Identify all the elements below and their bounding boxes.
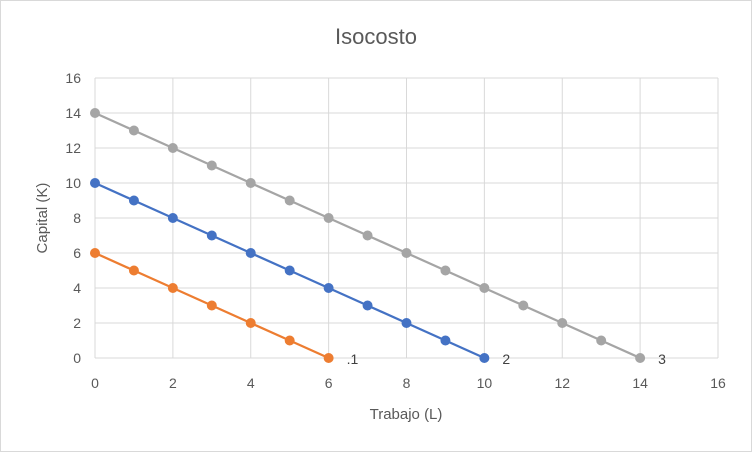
data-point (128, 195, 139, 206)
x-tick-label: 6 (325, 375, 333, 391)
data-point (557, 318, 568, 328)
data-point (284, 265, 295, 276)
data-point (206, 160, 217, 171)
gridlines (94, 77, 719, 359)
data-point (596, 335, 607, 346)
x-tick-label: 14 (632, 375, 648, 391)
y-tick-label: 6 (73, 245, 81, 261)
x-axis-title: Trabajo (L) (370, 406, 443, 423)
data-point (323, 213, 334, 223)
series-3 (90, 108, 646, 363)
x-tick-label: 10 (477, 375, 493, 391)
chart-title: Isocosto (335, 24, 417, 49)
data-point (362, 300, 373, 311)
y-tick-label: 8 (73, 210, 81, 226)
y-axis-title: Capital (K) (34, 183, 51, 254)
data-point (518, 300, 529, 311)
series-end-label: 2 (502, 351, 510, 367)
data-point (167, 283, 178, 293)
x-tick-label: 16 (710, 375, 726, 391)
y-tick-label: 4 (73, 280, 81, 296)
data-point (362, 230, 373, 241)
x-tick-label: 2 (169, 375, 177, 391)
y-tick-label: 2 (73, 315, 81, 331)
data-point (323, 353, 334, 363)
data-point (479, 283, 490, 293)
series-end-label: 3 (658, 351, 666, 367)
data-point (90, 108, 100, 118)
data-point (245, 178, 256, 188)
data-point (284, 195, 295, 206)
data-point (167, 143, 178, 153)
y-tick-label: 14 (65, 105, 81, 121)
data-point (167, 213, 178, 223)
data-point (128, 125, 139, 136)
data-point (245, 318, 256, 328)
series-end-label: .1 (347, 351, 359, 367)
data-point (206, 300, 217, 311)
data-point (635, 353, 646, 363)
series-1 (90, 248, 334, 363)
x-tick-label: 12 (554, 375, 570, 391)
series-end-labels: .1 2 3 (347, 351, 667, 367)
x-tick-label: 8 (403, 375, 411, 391)
data-point (206, 230, 217, 241)
tick-labels: 0 2 4 6 8 10 12 14 16 0 2 4 6 8 10 12 14 16 (65, 70, 726, 391)
data-point (284, 335, 295, 346)
data-point (440, 335, 451, 346)
data-point (245, 248, 256, 258)
data-point (323, 283, 334, 293)
y-tick-label: 12 (65, 140, 81, 156)
data-point (128, 265, 139, 276)
data-point (401, 248, 412, 258)
y-tick-label: 16 (65, 70, 81, 86)
series-group (90, 108, 646, 363)
data-point (90, 248, 100, 258)
data-point (479, 353, 490, 363)
data-point (401, 318, 412, 328)
x-tick-label: 4 (247, 375, 255, 391)
series-2 (90, 178, 490, 363)
y-tick-label: 0 (73, 350, 81, 366)
x-tick-label: 0 (91, 375, 99, 391)
y-tick-label: 10 (65, 175, 81, 191)
data-point (440, 265, 451, 276)
data-point (90, 178, 100, 188)
